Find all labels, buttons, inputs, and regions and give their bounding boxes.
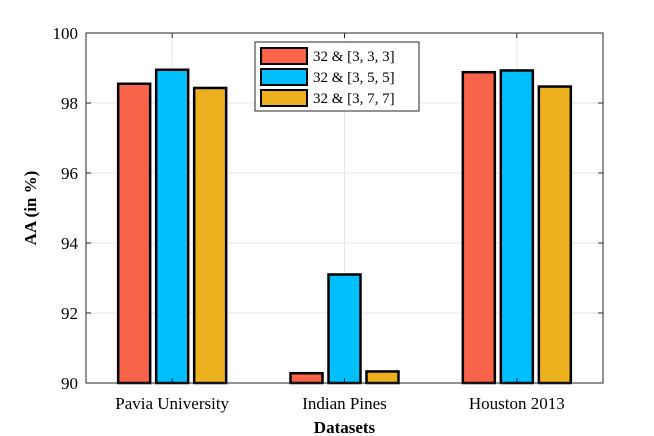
legend-label: 32 & [3, 3, 3] bbox=[313, 49, 395, 65]
bar bbox=[116, 82, 152, 385]
legend-label: 32 & [3, 7, 7] bbox=[313, 91, 395, 107]
legend: 32 & [3, 3, 3] 32 & [3, 5, 5] 32 & [3, 7, … bbox=[254, 41, 420, 112]
bar bbox=[537, 85, 573, 385]
bar bbox=[154, 68, 190, 385]
x-tick-label: Houston 2013 bbox=[469, 394, 565, 413]
axis-ticks: 90 92 94 96 98 100 Pavia University Indian Pine… bbox=[53, 24, 603, 413]
bar bbox=[192, 86, 228, 385]
bar bbox=[289, 371, 324, 385]
bar bbox=[327, 273, 362, 385]
bar bbox=[365, 370, 400, 385]
x-tick-label: Indian Pines bbox=[302, 394, 387, 413]
bar bbox=[499, 69, 535, 385]
bar bbox=[461, 70, 497, 385]
y-tick-label: 94 bbox=[61, 234, 79, 253]
y-tick-label: 96 bbox=[61, 164, 78, 183]
y-tick-label: 90 bbox=[61, 374, 78, 393]
legend-swatch bbox=[260, 68, 308, 86]
bars bbox=[116, 68, 573, 385]
x-tick-label: Pavia University bbox=[115, 394, 229, 413]
legend-swatch bbox=[260, 89, 308, 107]
y-tick-label: 100 bbox=[53, 24, 79, 43]
legend-label: 32 & [3, 5, 5] bbox=[313, 70, 395, 86]
legend-swatch bbox=[260, 47, 308, 65]
y-tick-label: 92 bbox=[61, 304, 78, 323]
y-axis-title: AA (in %) bbox=[21, 171, 40, 246]
y-tick-label: 98 bbox=[61, 94, 78, 113]
x-axis-title: Datasets bbox=[314, 418, 376, 436]
